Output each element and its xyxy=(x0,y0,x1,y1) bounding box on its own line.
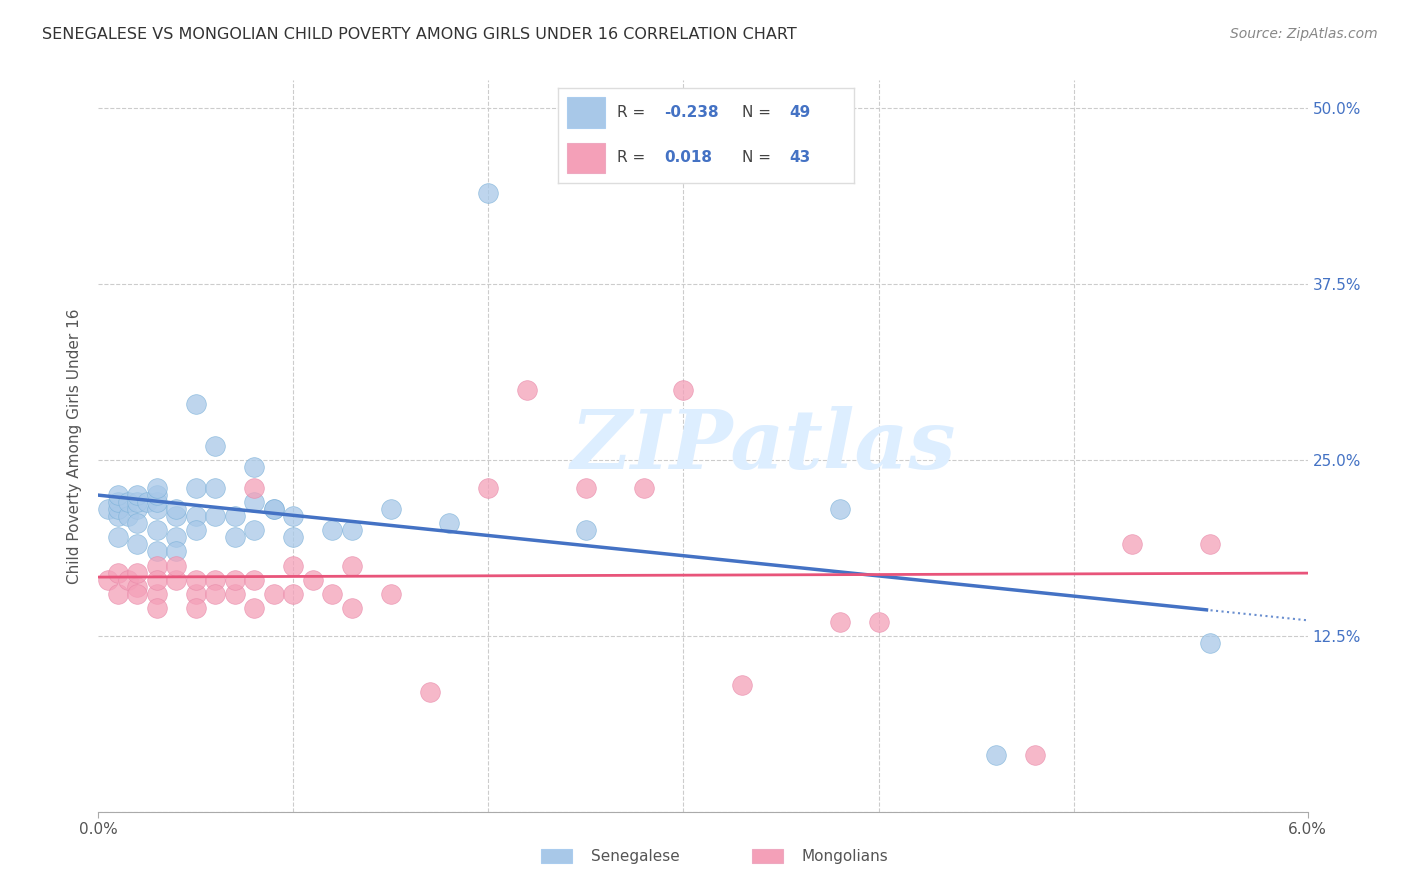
Point xyxy=(243,573,266,587)
Point xyxy=(117,495,139,509)
Point xyxy=(97,573,120,587)
Point xyxy=(243,495,266,509)
Point xyxy=(146,573,169,587)
Y-axis label: Child Poverty Among Girls Under 16: Child Poverty Among Girls Under 16 xyxy=(67,309,83,583)
Point xyxy=(165,573,187,587)
Point xyxy=(117,509,139,524)
Point xyxy=(146,587,169,601)
Point xyxy=(516,383,538,397)
Point xyxy=(146,544,169,558)
Point xyxy=(146,600,169,615)
Point xyxy=(243,600,266,615)
Point xyxy=(107,488,129,502)
Point xyxy=(184,600,207,615)
Point xyxy=(107,502,129,516)
Point xyxy=(107,509,129,524)
Point xyxy=(204,439,226,453)
Point xyxy=(243,481,266,495)
Point xyxy=(283,530,305,544)
Point xyxy=(340,558,363,573)
Point xyxy=(283,558,305,573)
Point xyxy=(184,587,207,601)
Text: Senegalese: Senegalese xyxy=(591,849,679,863)
Point xyxy=(224,530,246,544)
Point xyxy=(165,509,187,524)
Point xyxy=(107,495,129,509)
Point xyxy=(321,524,343,538)
Point xyxy=(1121,537,1143,551)
Point xyxy=(146,524,169,538)
Point xyxy=(1199,636,1222,650)
Point xyxy=(136,495,159,509)
Point xyxy=(127,566,149,580)
Point xyxy=(575,524,598,538)
Point xyxy=(575,481,598,495)
Point xyxy=(321,587,343,601)
Point xyxy=(146,502,169,516)
Point xyxy=(263,502,285,516)
Point xyxy=(127,502,149,516)
Point xyxy=(302,573,325,587)
Point xyxy=(127,495,149,509)
Point xyxy=(204,573,226,587)
Point xyxy=(419,685,441,699)
Point xyxy=(165,544,187,558)
Point xyxy=(204,509,226,524)
Point xyxy=(283,509,305,524)
Point xyxy=(165,502,187,516)
Point xyxy=(146,495,169,509)
Point xyxy=(127,537,149,551)
Point xyxy=(224,573,246,587)
Point xyxy=(340,600,363,615)
Point xyxy=(224,587,246,601)
Point xyxy=(1199,537,1222,551)
Point xyxy=(184,481,207,495)
Point xyxy=(184,524,207,538)
Point xyxy=(828,615,851,629)
Text: Source: ZipAtlas.com: Source: ZipAtlas.com xyxy=(1230,27,1378,41)
Point xyxy=(633,481,655,495)
Text: Mongolians: Mongolians xyxy=(801,849,889,863)
Point xyxy=(984,748,1007,763)
Point xyxy=(146,558,169,573)
Point xyxy=(184,509,207,524)
Point xyxy=(263,502,285,516)
Point xyxy=(146,488,169,502)
Point xyxy=(263,587,285,601)
Point xyxy=(204,481,226,495)
Point xyxy=(439,516,461,531)
Point xyxy=(107,566,129,580)
Point xyxy=(380,587,402,601)
Point xyxy=(477,481,499,495)
Point xyxy=(127,580,149,594)
Point xyxy=(204,587,226,601)
Point xyxy=(107,530,129,544)
Point xyxy=(672,383,695,397)
Point xyxy=(97,502,120,516)
Text: SENEGALESE VS MONGOLIAN CHILD POVERTY AMONG GIRLS UNDER 16 CORRELATION CHART: SENEGALESE VS MONGOLIAN CHILD POVERTY AM… xyxy=(42,27,797,42)
Point xyxy=(165,558,187,573)
Point xyxy=(127,488,149,502)
Point xyxy=(477,186,499,200)
Point xyxy=(184,573,207,587)
Point xyxy=(127,516,149,531)
Point xyxy=(828,502,851,516)
Point xyxy=(283,587,305,601)
Point xyxy=(243,460,266,475)
Point xyxy=(184,397,207,411)
Point xyxy=(146,481,169,495)
Point xyxy=(127,587,149,601)
Text: ZIPatlas: ZIPatlas xyxy=(571,406,956,486)
Point xyxy=(165,530,187,544)
Point xyxy=(224,509,246,524)
Point xyxy=(340,524,363,538)
Point xyxy=(1024,748,1046,763)
Point xyxy=(868,615,890,629)
Point xyxy=(731,678,754,692)
Point xyxy=(117,573,139,587)
Point xyxy=(243,524,266,538)
Point xyxy=(107,587,129,601)
Point xyxy=(380,502,402,516)
